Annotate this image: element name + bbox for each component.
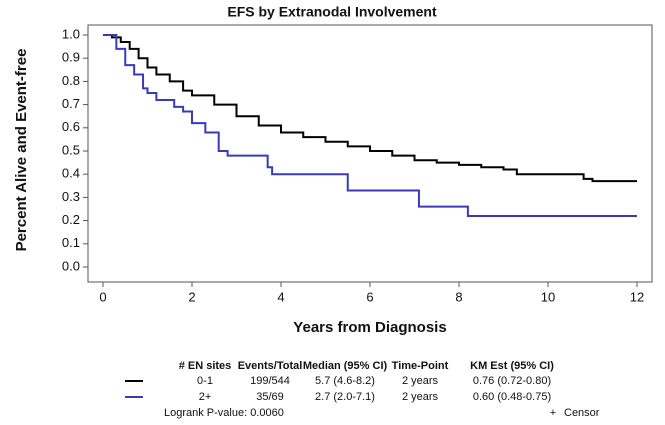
x-tick-label: 0 <box>99 289 106 304</box>
y-tick-label: 0.6 <box>62 119 80 134</box>
legend-header: Median (95% CI) <box>303 360 388 372</box>
y-axis-label: Percent Alive and Event-free <box>13 49 30 252</box>
legend-cell: 2 years <box>402 391 439 403</box>
legend-header: # EN sites <box>179 360 232 372</box>
x-axis-label: Years from Diagnosis <box>293 319 446 336</box>
legend-header: KM Est (95% CI) <box>470 360 554 372</box>
x-tick-label: 10 <box>541 289 555 304</box>
y-tick-label: 0.9 <box>62 50 80 65</box>
legend-cell: 2 years <box>402 375 439 387</box>
x-tick-label: 12 <box>630 289 644 304</box>
logrank-note: Logrank P-value: 0.0060 <box>164 407 284 419</box>
legend-cell: 5.7 (4.6-8.2) <box>315 375 375 387</box>
legend-header: Events/Total <box>238 360 303 372</box>
legend-cell: 0.76 (0.72-0.80) <box>473 375 551 387</box>
y-tick-label: 0.7 <box>62 96 80 111</box>
y-tick-label: 0.1 <box>62 235 80 250</box>
y-tick-label: 0.5 <box>62 142 80 157</box>
survival-curve <box>103 34 637 217</box>
legend-cell: 2+ <box>199 391 212 403</box>
x-tick-label: 8 <box>455 289 462 304</box>
y-tick-label: 0.2 <box>62 212 80 227</box>
x-tick-label: 4 <box>277 289 284 304</box>
plot-frame <box>87 24 653 283</box>
y-tick-label: 0.0 <box>62 258 80 273</box>
y-tick-label: 0.3 <box>62 189 80 204</box>
y-tick-label: 0.8 <box>62 73 80 88</box>
y-tick-label: 1.0 <box>62 26 80 41</box>
y-tick-label: 0.4 <box>62 166 80 181</box>
x-tick-label: 2 <box>188 289 195 304</box>
legend-cell: 35/69 <box>256 391 284 403</box>
legend-cell: 0.60 (0.48-0.75) <box>473 391 551 403</box>
legend-cell: 199/544 <box>250 375 290 387</box>
legend-cell: 0-1 <box>197 375 213 387</box>
censor-label: Censor <box>564 407 600 419</box>
survival-curve <box>103 34 637 183</box>
chart-title: EFS by Extranodal Involvement <box>227 4 437 20</box>
legend-cell: 2.7 (2.0-7.1) <box>315 391 375 403</box>
x-tick-label: 6 <box>366 289 373 304</box>
legend-header: Time-Point <box>392 360 449 372</box>
censor-symbol: + <box>550 407 556 419</box>
